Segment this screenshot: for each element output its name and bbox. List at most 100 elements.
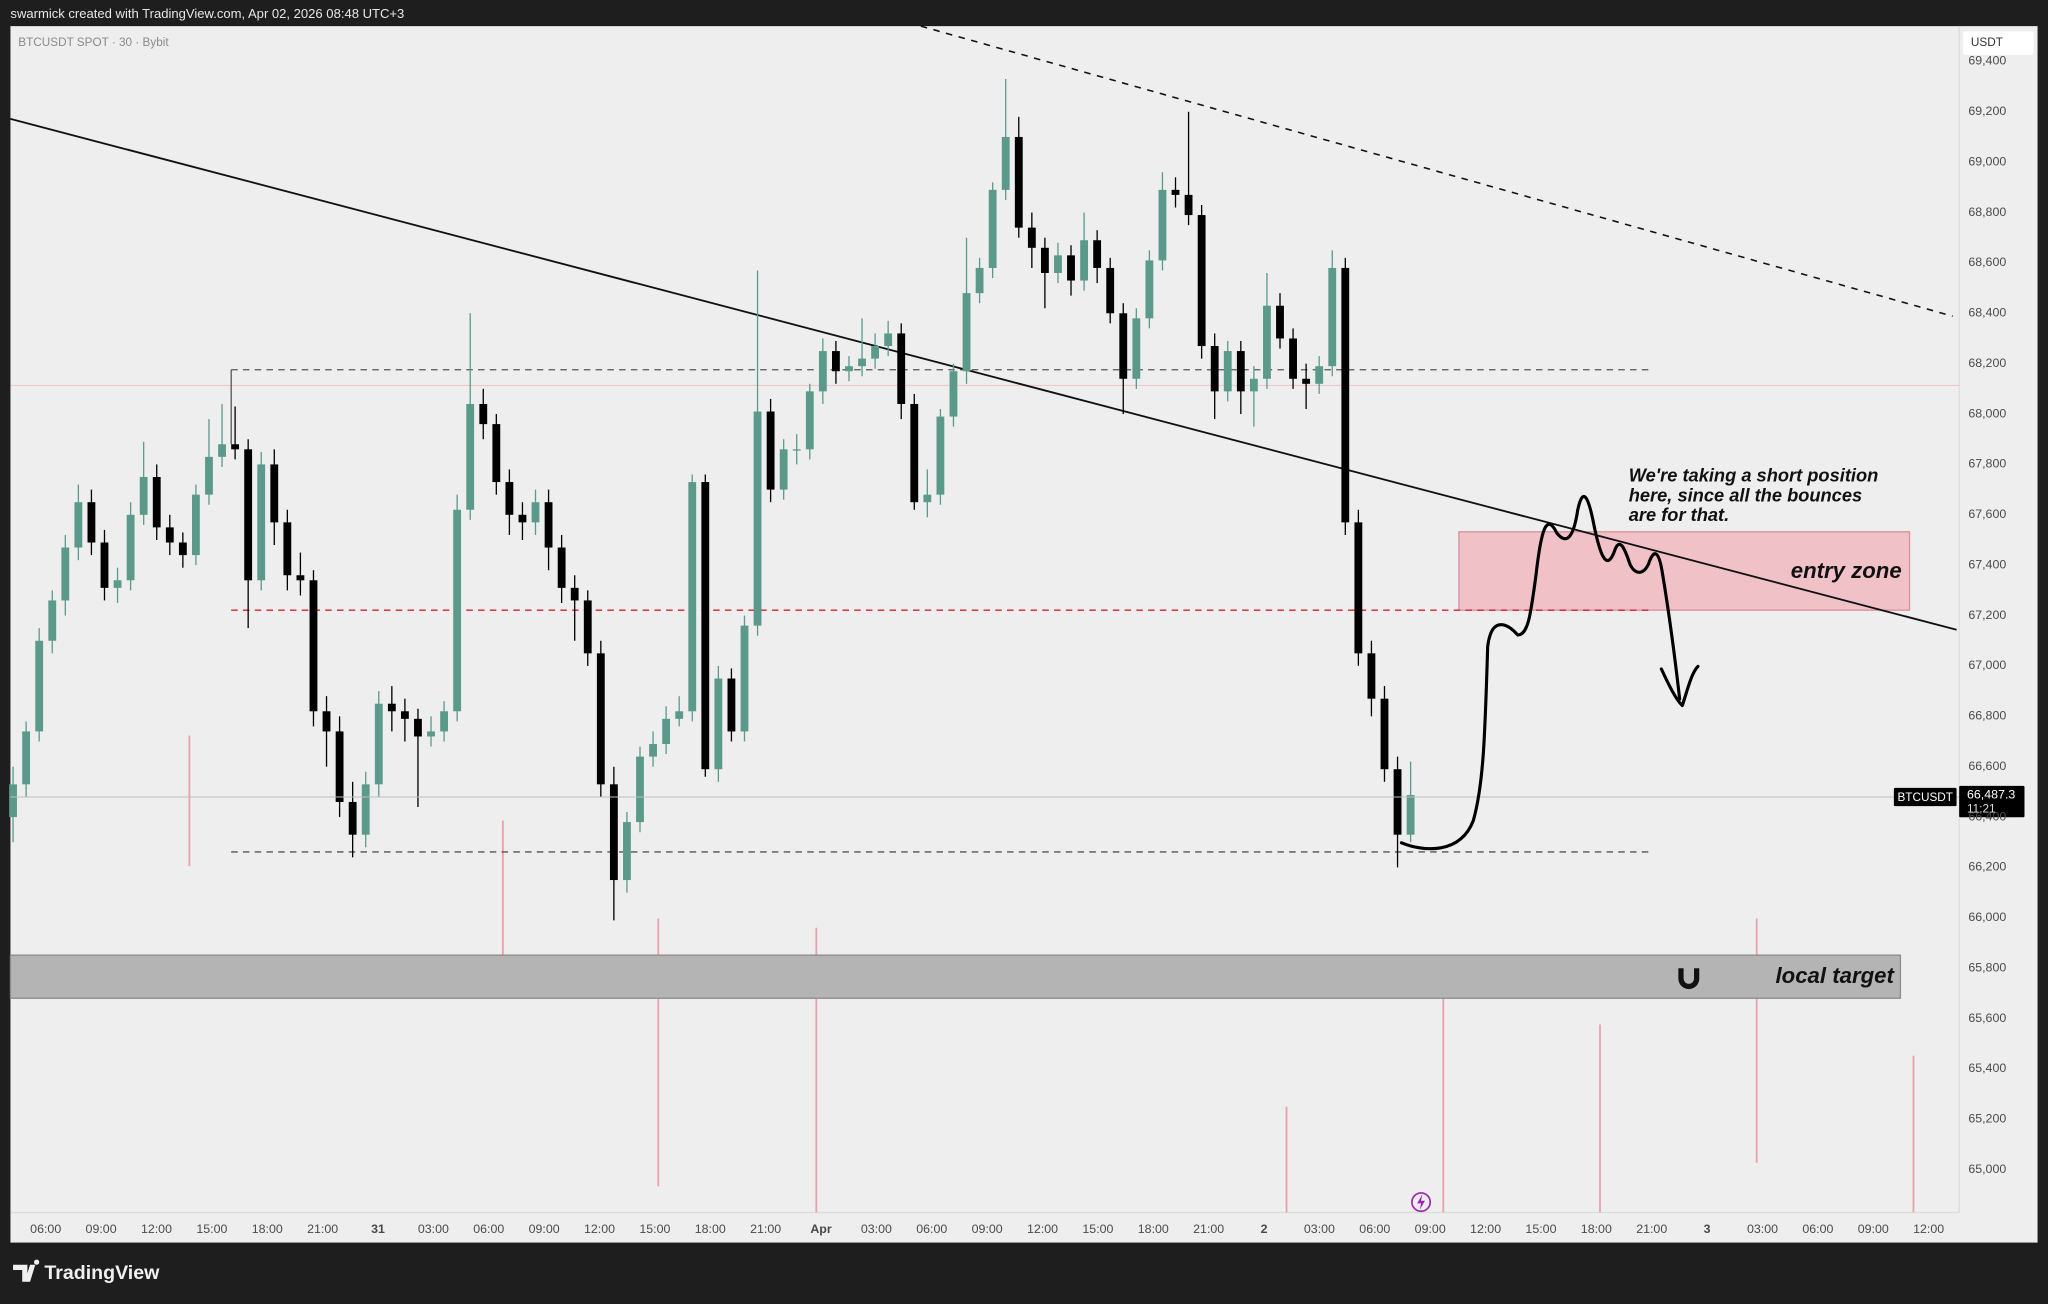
local-target-label: local target	[1776, 963, 1896, 988]
y-tick-label: 67,200	[1968, 608, 2006, 622]
x-tick-label: 21:00	[750, 1222, 781, 1236]
x-tick-label: 15:00	[639, 1222, 670, 1236]
candle-body	[1001, 136, 1010, 190]
candle-body	[1328, 267, 1337, 367]
candle-body	[466, 403, 475, 510]
candle-body	[1067, 255, 1075, 281]
x-tick-label: 18:00	[252, 1222, 283, 1236]
candle-body	[766, 411, 775, 490]
logo-mark	[13, 1259, 40, 1282]
x-tick-label: 09:00	[86, 1222, 117, 1236]
event-icon[interactable]	[1411, 1192, 1432, 1213]
candle-body	[740, 625, 749, 732]
candle-body	[636, 756, 644, 823]
x-tick-label: 06:00	[1802, 1222, 1833, 1236]
y-tick-label: 66,600	[1968, 759, 2006, 773]
candle-body	[9, 784, 17, 818]
candle-body	[1249, 378, 1258, 392]
candle-body	[231, 444, 240, 450]
candle-body	[205, 456, 213, 495]
candle-body	[479, 403, 488, 425]
candle-body	[910, 403, 919, 503]
candle-body	[1276, 305, 1284, 339]
last-price-label: 66,487.3	[1967, 787, 2015, 801]
x-tick-label: 15:00	[1525, 1222, 1556, 1236]
candle-body	[609, 784, 618, 881]
y-tick-label: 65,200	[1968, 1112, 2006, 1126]
candle-body	[583, 600, 592, 654]
x-tick-label: 09:00	[1415, 1222, 1446, 1236]
candle-body	[1158, 189, 1167, 261]
candle-body	[61, 547, 70, 601]
projected-path	[1399, 494, 1700, 851]
candle-body	[414, 718, 422, 737]
candle-body	[832, 351, 840, 372]
candle-body	[400, 711, 409, 719]
x-tick-label: 15:00	[1082, 1222, 1113, 1236]
candle-body	[1119, 313, 1128, 379]
candle-body	[22, 731, 31, 785]
y-tick-label: 68,400	[1968, 306, 2006, 320]
candle-body	[727, 678, 736, 732]
candle-body	[244, 449, 253, 581]
candle-body	[492, 424, 501, 483]
x-tick-label: 18:00	[695, 1222, 726, 1236]
y-tick-label: 69,200	[1968, 104, 2006, 118]
x-tick-label: 03:00	[861, 1222, 892, 1236]
currency-box	[1963, 31, 2034, 55]
y-tick-label: 66,800	[1968, 709, 2006, 723]
candle-body	[218, 444, 226, 457]
chart-area	[10, 26, 2038, 1243]
x-tick-label: 12:00	[1470, 1222, 1501, 1236]
x-tick-label: 03:00	[1304, 1222, 1335, 1236]
x-tick-label: 21:00	[1636, 1222, 1667, 1236]
x-tick-label: 03:00	[1747, 1222, 1778, 1236]
x-tick-label: 12:00	[1027, 1222, 1058, 1236]
x-tick-label: Apr	[810, 1222, 832, 1236]
candle-body	[505, 482, 514, 515]
candle-body	[1197, 215, 1206, 347]
candle-body	[1367, 653, 1376, 699]
candle-body	[1341, 267, 1350, 523]
candle-body	[871, 346, 880, 359]
candle-body	[178, 542, 187, 556]
magnet-icon	[1678, 968, 1700, 990]
candle-body	[1406, 795, 1415, 835]
candle-body	[1263, 305, 1271, 379]
candle-body	[1302, 378, 1311, 384]
candle-body	[1184, 194, 1193, 216]
candle-body	[1393, 769, 1402, 835]
x-tick-label: 3	[1704, 1222, 1711, 1236]
candle-body	[753, 411, 762, 626]
x-tick-label: 2	[1261, 1222, 1268, 1236]
y-tick-label: 66,400	[1968, 809, 2006, 823]
y-tick-label: 69,000	[1968, 154, 2006, 168]
candle-body	[1289, 338, 1297, 379]
candle-body	[427, 731, 435, 737]
y-tick-label: 68,200	[1968, 356, 2006, 370]
y-tick-label: 68,600	[1968, 255, 2006, 269]
x-tick-label: 12:00	[141, 1222, 172, 1236]
candle-body	[858, 358, 866, 367]
x-tick-label: 09:00	[1858, 1222, 1889, 1236]
currency-label: USDT	[1971, 36, 2003, 49]
x-tick-label: 03:00	[418, 1222, 449, 1236]
candle-body	[596, 653, 605, 785]
y-tick-label: 65,800	[1968, 960, 2006, 974]
y-tick-label: 66,200	[1968, 860, 2006, 874]
candle-body	[113, 580, 122, 588]
candle-body	[361, 784, 370, 835]
candle-body	[845, 366, 853, 372]
y-tick-label: 68,800	[1968, 205, 2006, 219]
candle-body	[518, 514, 527, 523]
candle-body	[387, 703, 396, 712]
header: swarmick created with TradingView.com, A…	[10, 6, 404, 21]
note-line: are for that.	[1629, 504, 1729, 525]
candle-body	[531, 502, 540, 523]
candle-body	[662, 718, 671, 745]
symbol-tag	[1893, 787, 1957, 807]
candle-body	[165, 527, 174, 543]
x-tick-label: 06:00	[916, 1222, 947, 1236]
